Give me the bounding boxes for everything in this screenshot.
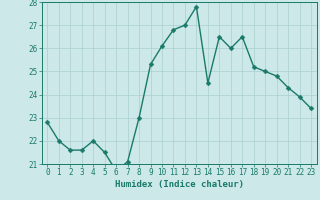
X-axis label: Humidex (Indice chaleur): Humidex (Indice chaleur) — [115, 180, 244, 189]
